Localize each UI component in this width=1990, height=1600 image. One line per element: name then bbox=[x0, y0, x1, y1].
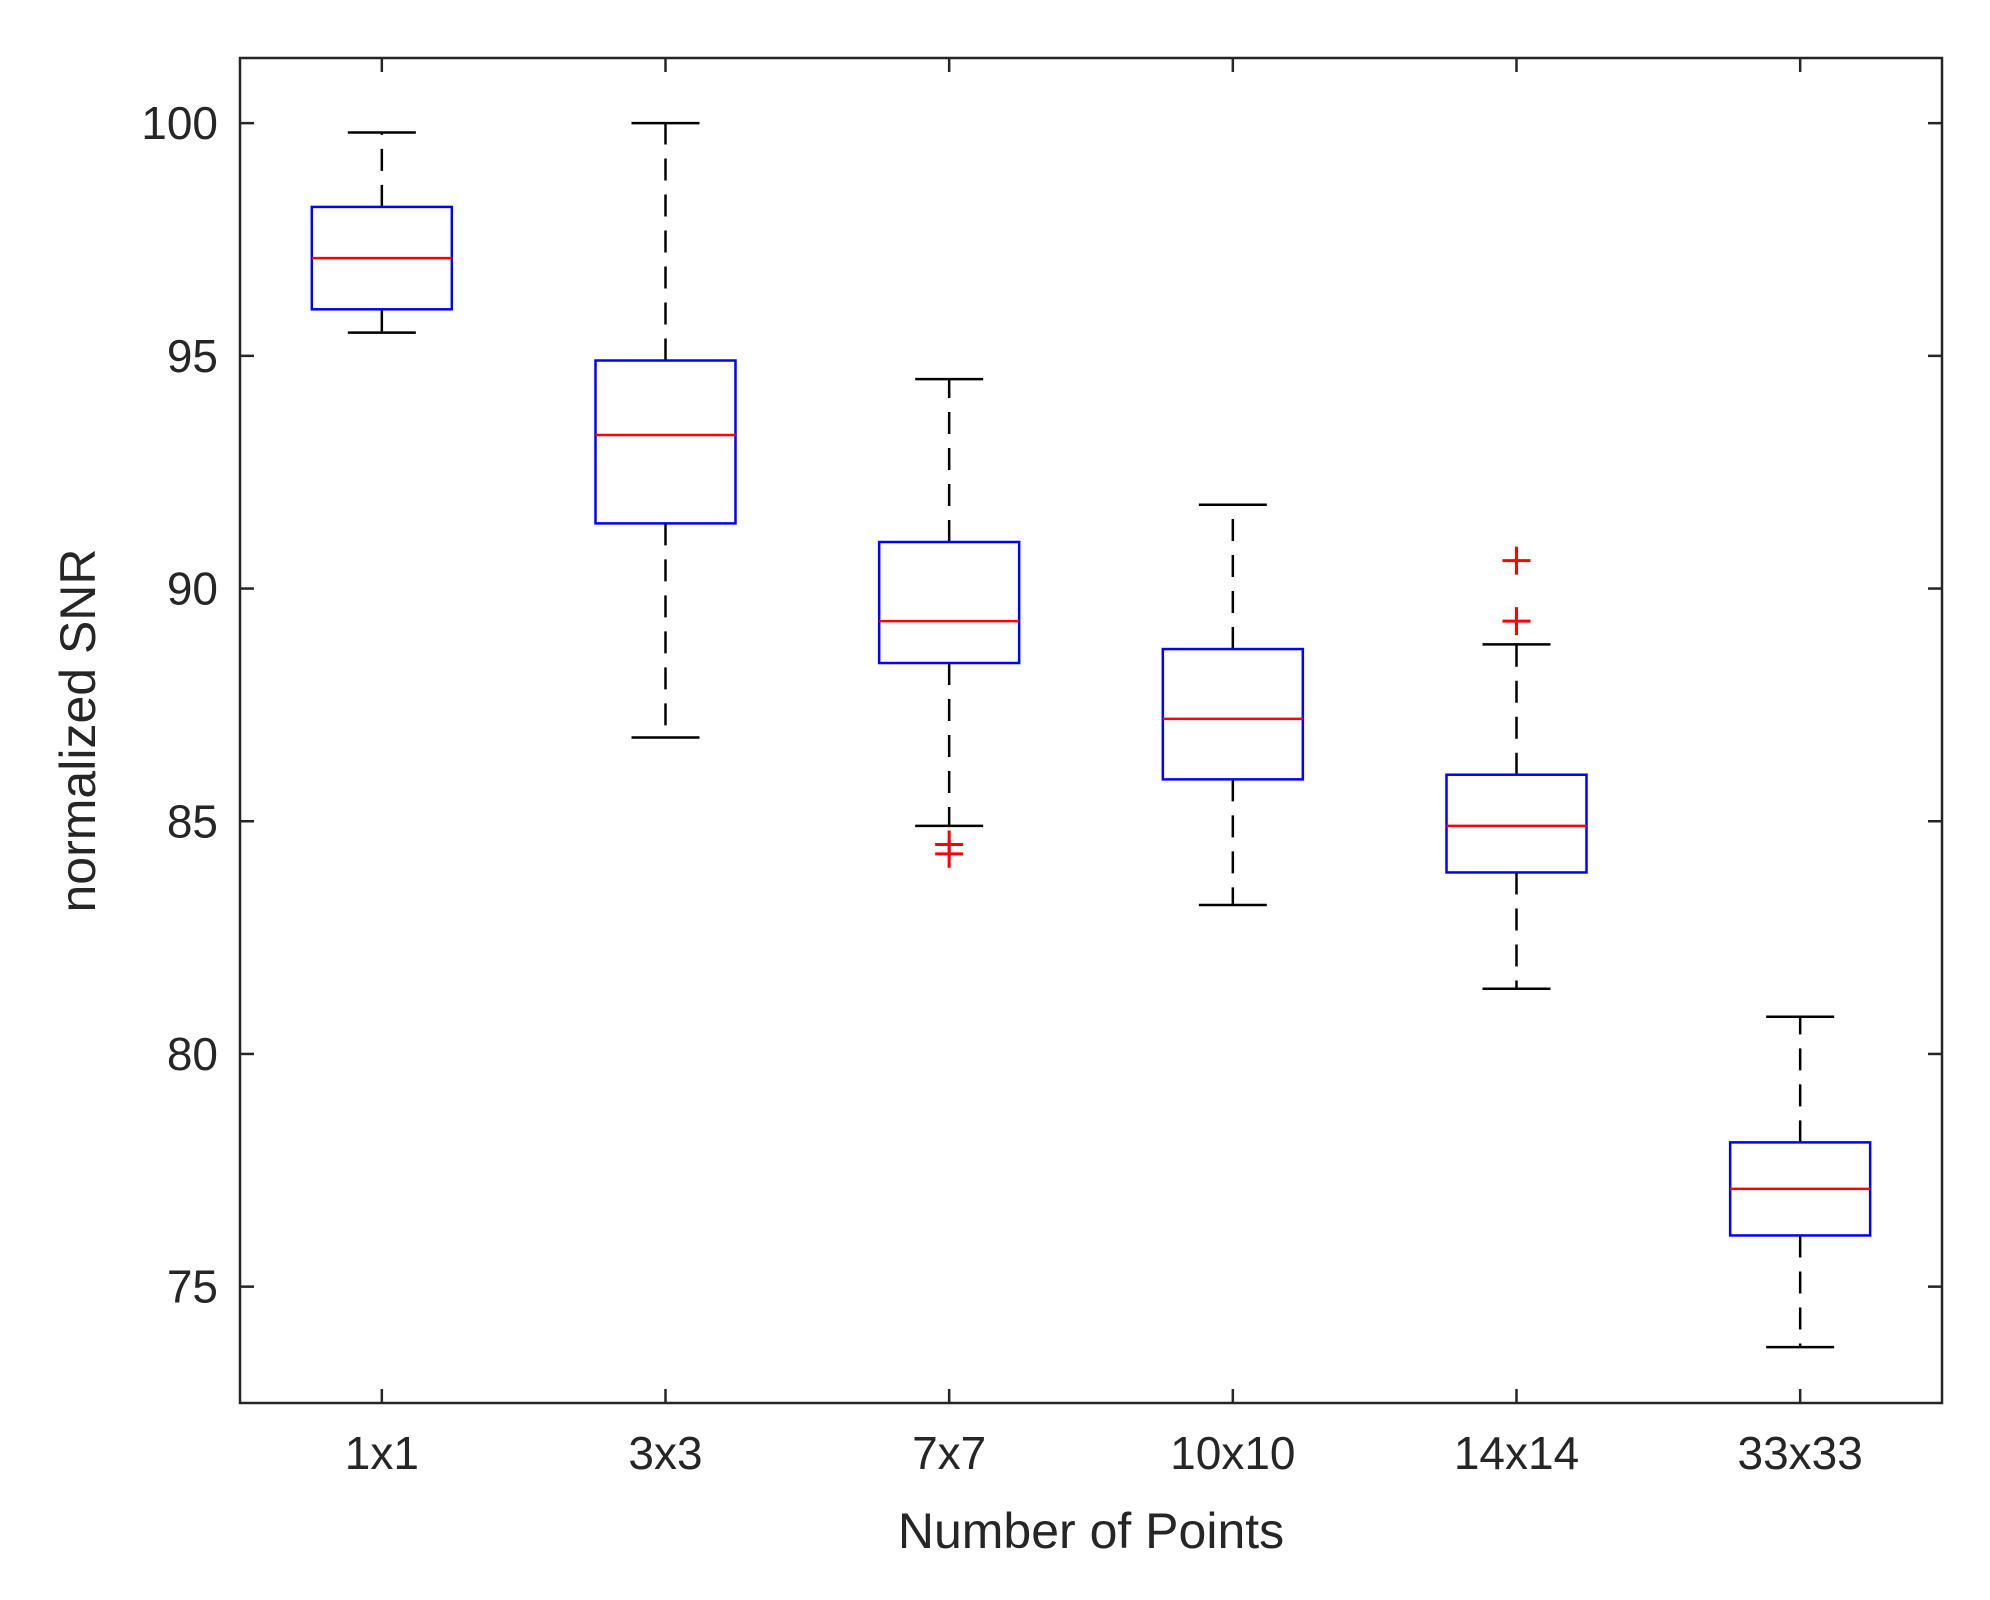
box-7x7 bbox=[877, 540, 1021, 665]
x-tick-label-14x14: 14x14 bbox=[1454, 1427, 1579, 1479]
x-tick-label-33x33: 33x33 bbox=[1737, 1427, 1862, 1479]
y-tick-label-95: 95 bbox=[167, 330, 218, 382]
box-14x14 bbox=[1445, 773, 1588, 874]
plot-frame bbox=[238, 56, 1944, 1405]
outlier-7x7-1 bbox=[935, 839, 964, 868]
outlier-14x14-1 bbox=[1502, 607, 1531, 636]
y-axis-label: normalized SNR bbox=[50, 548, 106, 912]
box-group-1x1 bbox=[310, 131, 454, 334]
ticks-layer bbox=[240, 58, 1942, 1403]
boxes-layer bbox=[310, 121, 1872, 1349]
box-group-14x14 bbox=[1445, 546, 1588, 991]
x-tick-label-3x3: 3x3 bbox=[628, 1427, 702, 1479]
box-group-3x3 bbox=[594, 121, 737, 739]
x-tick-label-7x7: 7x7 bbox=[912, 1427, 986, 1479]
box-group-33x33 bbox=[1728, 1015, 1872, 1349]
y-tick-label-90: 90 bbox=[167, 563, 218, 615]
y-tick-label-80: 80 bbox=[167, 1028, 218, 1080]
x-axis-label: Number of Points bbox=[898, 1503, 1284, 1559]
x-tick-label-1x1: 1x1 bbox=[345, 1427, 419, 1479]
x-tick-label-10x10: 10x10 bbox=[1170, 1427, 1295, 1479]
y-tick-label-100: 100 bbox=[141, 97, 218, 149]
y-tick-label-75: 75 bbox=[167, 1261, 218, 1313]
box-group-7x7 bbox=[877, 377, 1021, 868]
outlier-14x14-0 bbox=[1502, 546, 1531, 575]
labels-layer: 75 80 85 90 95 100 1x1 3x3 7x7 10x10 14x14 33x33 bbox=[141, 97, 1863, 1479]
y-tick-label-85: 85 bbox=[167, 795, 218, 847]
box-3x3 bbox=[594, 359, 737, 525]
box-10x10 bbox=[1161, 647, 1305, 781]
box-group-10x10 bbox=[1161, 503, 1305, 907]
